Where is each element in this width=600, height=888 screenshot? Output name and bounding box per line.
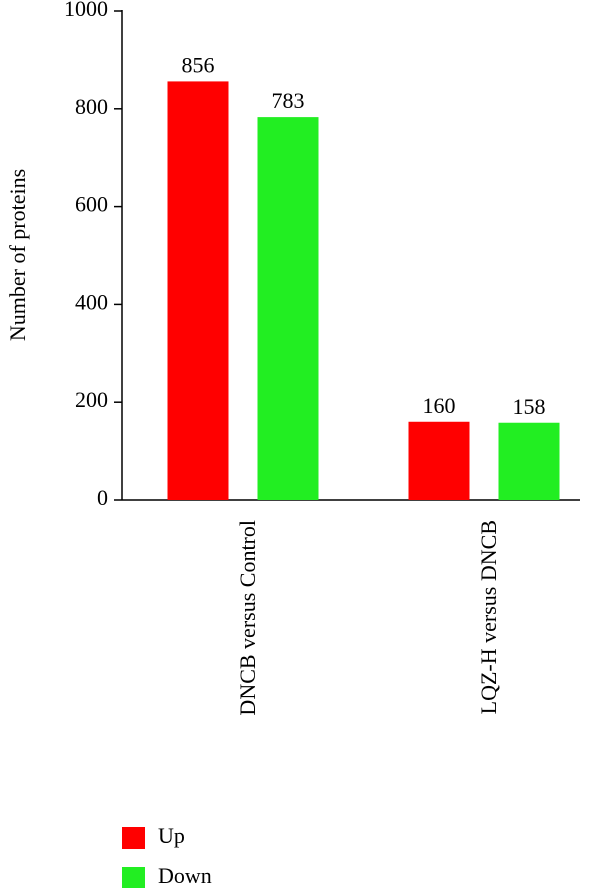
- value-label: 160: [423, 393, 456, 418]
- y-tick-label: 1000: [64, 0, 108, 21]
- bar: [498, 422, 560, 500]
- bar: [408, 421, 470, 500]
- legend-swatch: [122, 827, 145, 849]
- x-tick-label: DNCB versus Control: [235, 520, 260, 716]
- legend-label: Down: [158, 863, 212, 888]
- value-label: 158: [513, 394, 546, 419]
- legend-label: Up: [158, 823, 185, 848]
- value-label: 856: [182, 52, 215, 77]
- y-tick-label: 600: [75, 192, 108, 217]
- legend-swatch: [122, 867, 145, 888]
- bar: [167, 81, 229, 500]
- y-tick-label: 200: [75, 387, 108, 412]
- y-tick-label: 400: [75, 289, 108, 314]
- y-axis-label: Number of proteins: [5, 169, 30, 341]
- y-tick-label: 800: [75, 94, 108, 119]
- y-tick-label: 0: [97, 485, 108, 510]
- x-tick-label: LQZ-H versus DNCB: [476, 520, 501, 714]
- value-label: 783: [272, 88, 305, 113]
- bar: [257, 117, 319, 500]
